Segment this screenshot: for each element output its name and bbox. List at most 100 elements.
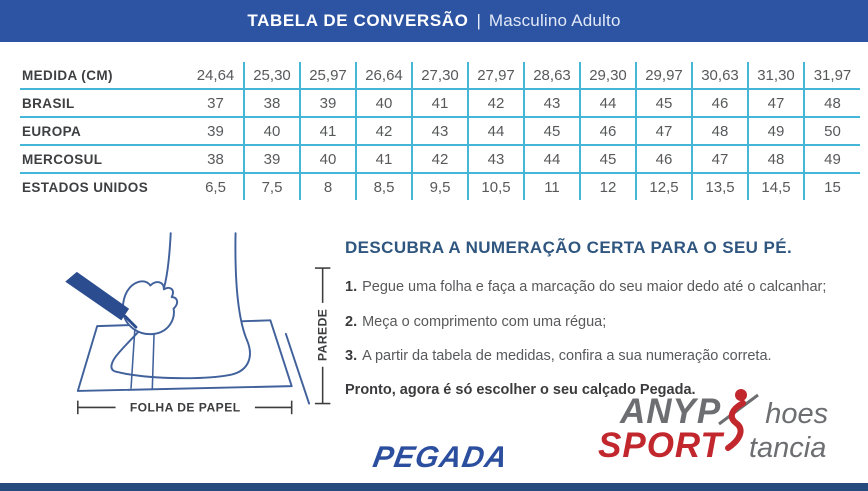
foot-measurement-illustration: FOLHA DE PAPEL PAREDE [65, 232, 333, 417]
table-cell: 49 [803, 144, 860, 173]
watermark-line-1: ANYP hoes [620, 392, 828, 432]
table-cell: 41 [355, 144, 412, 173]
table-cell: 30,63 [691, 62, 748, 89]
table-cell: 42 [355, 116, 412, 145]
table-cell: 7,5 [243, 172, 300, 200]
table-cell: 41 [411, 88, 468, 117]
watermark-line-2: SPORT tancia [598, 426, 826, 466]
title-separator: | [476, 11, 481, 30]
step-number: 1. [345, 279, 358, 295]
table-cell: 11 [523, 172, 580, 200]
conversion-table: MEDIDA (CM) 24,64 25,30 25,97 26,64 27,30 27,9… [20, 62, 860, 200]
table-cell: 42 [467, 88, 524, 117]
table-cell: 48 [803, 88, 860, 117]
table-row: MERCOSUL 38 39 40 41 42 43 44 45 46 47 48 49 [20, 144, 860, 173]
watermark-sport: SPORT [598, 426, 723, 465]
wall-edge-line [284, 332, 311, 405]
wall-label-bg [312, 302, 333, 367]
table-cell: 47 [635, 116, 692, 145]
table-cell: 48 [691, 116, 748, 145]
table-cell: 40 [243, 116, 300, 145]
table-row: MEDIDA (CM) 24,64 25,30 25,97 26,64 27,30 27,9… [20, 62, 860, 89]
table-cell: 41 [299, 116, 356, 145]
pegada-logo: PEGADA [370, 441, 511, 474]
watermark-tancia: tancia [748, 432, 827, 464]
mark-strip-left [130, 327, 136, 389]
table-cell: 46 [635, 144, 692, 173]
row-label: ESTADOS UNIDOS [20, 172, 188, 200]
table-cell: 43 [411, 116, 468, 145]
table-cell: 24,64 [196, 66, 235, 84]
guide-step: 2. Meça o comprimento com uma régua; [345, 313, 860, 333]
table-cell: 45 [635, 88, 692, 117]
table-row: ESTADOS UNIDOS 6,5 7,5 8 8,5 9,5 10,5 11 12 12,5 1… [20, 172, 860, 200]
header-bar: TABELA DE CONVERSÃO | Masculino Adulto [0, 0, 868, 42]
table-cell: 27,97 [467, 62, 524, 89]
table-cell: 45 [579, 144, 636, 173]
pen-tip [123, 315, 138, 329]
table-cell: 28,63 [523, 62, 580, 89]
paper-label-bg [115, 397, 255, 417]
table-row: EUROPA 39 40 41 42 43 44 45 46 47 48 49 50 [20, 116, 860, 145]
table-cell: 39 [243, 144, 300, 173]
guide-step: 1. Pegue uma folha e faça a marcação do s… [345, 278, 860, 298]
table-cell: 25,30 [243, 62, 300, 89]
table-cell: 40 [355, 88, 412, 117]
table-cell: 43 [523, 88, 580, 117]
table-cell: 38 [188, 144, 244, 173]
table-cell: 9,5 [411, 172, 468, 200]
runner-figure-icon [718, 389, 759, 451]
table-cell: 8 [299, 172, 356, 200]
step-number: 3. [345, 348, 358, 365]
table-cell: 46 [691, 88, 748, 117]
table-cell: 12 [579, 172, 636, 200]
page-subtitle: Masculino Adulto [488, 11, 621, 30]
table-cell: 31,30 [747, 62, 804, 89]
table-cell: 42 [411, 144, 468, 173]
step-text: Pegue uma folha e faça a marcação do seu… [362, 279, 827, 295]
guide-closing: Pronto, agora é só escolher o seu calçad… [345, 381, 696, 398]
row-label: MERCOSUL [20, 144, 188, 173]
step-text: Meça o comprimento com uma régua; [362, 313, 607, 330]
table-cell: 39 [299, 88, 356, 117]
table-cell: 40 [299, 144, 356, 173]
table-cell: 6,5 [188, 172, 244, 200]
pen-icon [65, 271, 130, 321]
table-cell: 45 [523, 116, 580, 145]
table-cell: 50 [803, 116, 860, 145]
table-cell: 10,5 [467, 172, 524, 200]
table-cell: 15 [803, 172, 860, 200]
table-cell: 26,64 [355, 62, 412, 89]
table-cell: 38 [243, 88, 300, 117]
table-row: BRASIL 37 38 39 40 41 42 43 44 45 46 47 48 [20, 88, 860, 117]
table-cell: 8,5 [355, 172, 412, 200]
bottom-accent-bar [0, 483, 868, 491]
guide-steps: 1. Pegue uma folha e faça a marcação do s… [345, 278, 860, 367]
guide-heading: DESCUBRA A NUMERAÇÃO CERTA PARA O SEU PÉ… [345, 238, 793, 257]
table-cell: 44 [523, 144, 580, 173]
guide-step: 3. A partir da tabela de medidas, confira… [345, 347, 860, 367]
table-cell: 27,30 [411, 62, 468, 89]
step-number: 2. [345, 313, 358, 330]
row-label: BRASIL [20, 88, 188, 117]
table-cell: 31,97 [803, 62, 860, 89]
table-cell: 14,5 [747, 172, 804, 200]
table-cell: 13,5 [691, 172, 748, 200]
step-text: A partir da tabela de medidas, confira a… [362, 348, 772, 365]
mark-strip-right [151, 326, 156, 389]
instructions-panel: DESCUBRA A NUMERAÇÃO CERTA PARA O SEU PÉ… [345, 238, 860, 398]
row-label: EUROPA [20, 116, 188, 145]
watermark-hoes: hoes [765, 398, 829, 430]
hand-outline [121, 280, 179, 336]
table-cell: 43 [467, 144, 524, 173]
watermark-anyp: ANYP [620, 392, 722, 431]
table-cell: 37 [188, 88, 244, 117]
table-cell: 44 [579, 88, 636, 117]
table-cell: 29,30 [579, 62, 636, 89]
paper-label: FOLHA DE PAPEL [130, 400, 241, 414]
table-cell: 12,5 [635, 172, 692, 200]
table-cell: 49 [747, 116, 804, 145]
table-cell: 48 [747, 144, 804, 173]
conversion-table-body: MEDIDA (CM) 24,64 25,30 25,97 26,64 27,30 27,9… [20, 62, 860, 200]
